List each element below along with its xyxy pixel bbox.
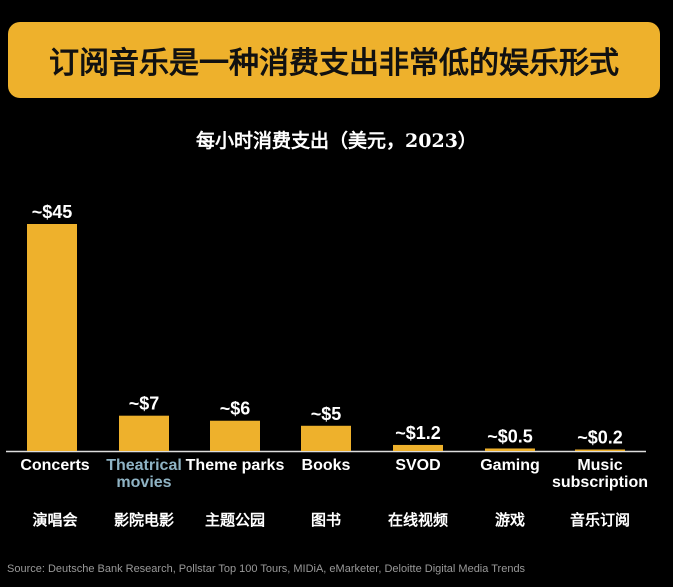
bar-5 — [485, 448, 535, 451]
category-label-cn: 游戏 — [494, 511, 525, 529]
bar-2 — [210, 420, 260, 451]
category-label: Concerts — [20, 457, 90, 474]
data-label: ~$1.2 — [395, 423, 441, 443]
category-label-cn: 在线视频 — [387, 511, 448, 529]
bar-6 — [575, 449, 625, 451]
bar-3 — [301, 425, 351, 451]
category-label: Books — [301, 457, 351, 474]
category-label: Theatrical movies — [106, 457, 182, 491]
category-label-cn: 影院电影 — [113, 511, 174, 529]
bar-0 — [27, 224, 77, 451]
category-label-cn: 音乐订阅 — [569, 511, 630, 529]
category-label: Gaming — [480, 457, 540, 474]
category-label-cn: 图书 — [310, 511, 341, 529]
source-note: Source: Deutsche Bank Research, Pollstar… — [7, 563, 526, 575]
category-label: Theme parks — [185, 457, 285, 474]
category-label: SVOD — [395, 457, 441, 474]
data-label: ~$5 — [311, 404, 342, 424]
title-banner: 订阅音乐是一种消费支出非常低的娱乐形式 — [8, 22, 660, 98]
category-label-cn: 主题公园 — [204, 511, 265, 529]
category-label-cn: 演唱会 — [32, 511, 78, 529]
bar-4 — [393, 444, 443, 451]
data-label: ~$6 — [220, 399, 251, 419]
data-label: ~$0.2 — [577, 428, 623, 448]
data-label: ~$0.5 — [487, 426, 533, 446]
chart-title: 每小时消费支出（美元，2023） — [196, 130, 477, 152]
bar-1 — [119, 415, 169, 451]
data-label: ~$45 — [32, 202, 73, 222]
data-label: ~$7 — [129, 394, 160, 414]
category-label: Music subscription — [551, 457, 648, 491]
